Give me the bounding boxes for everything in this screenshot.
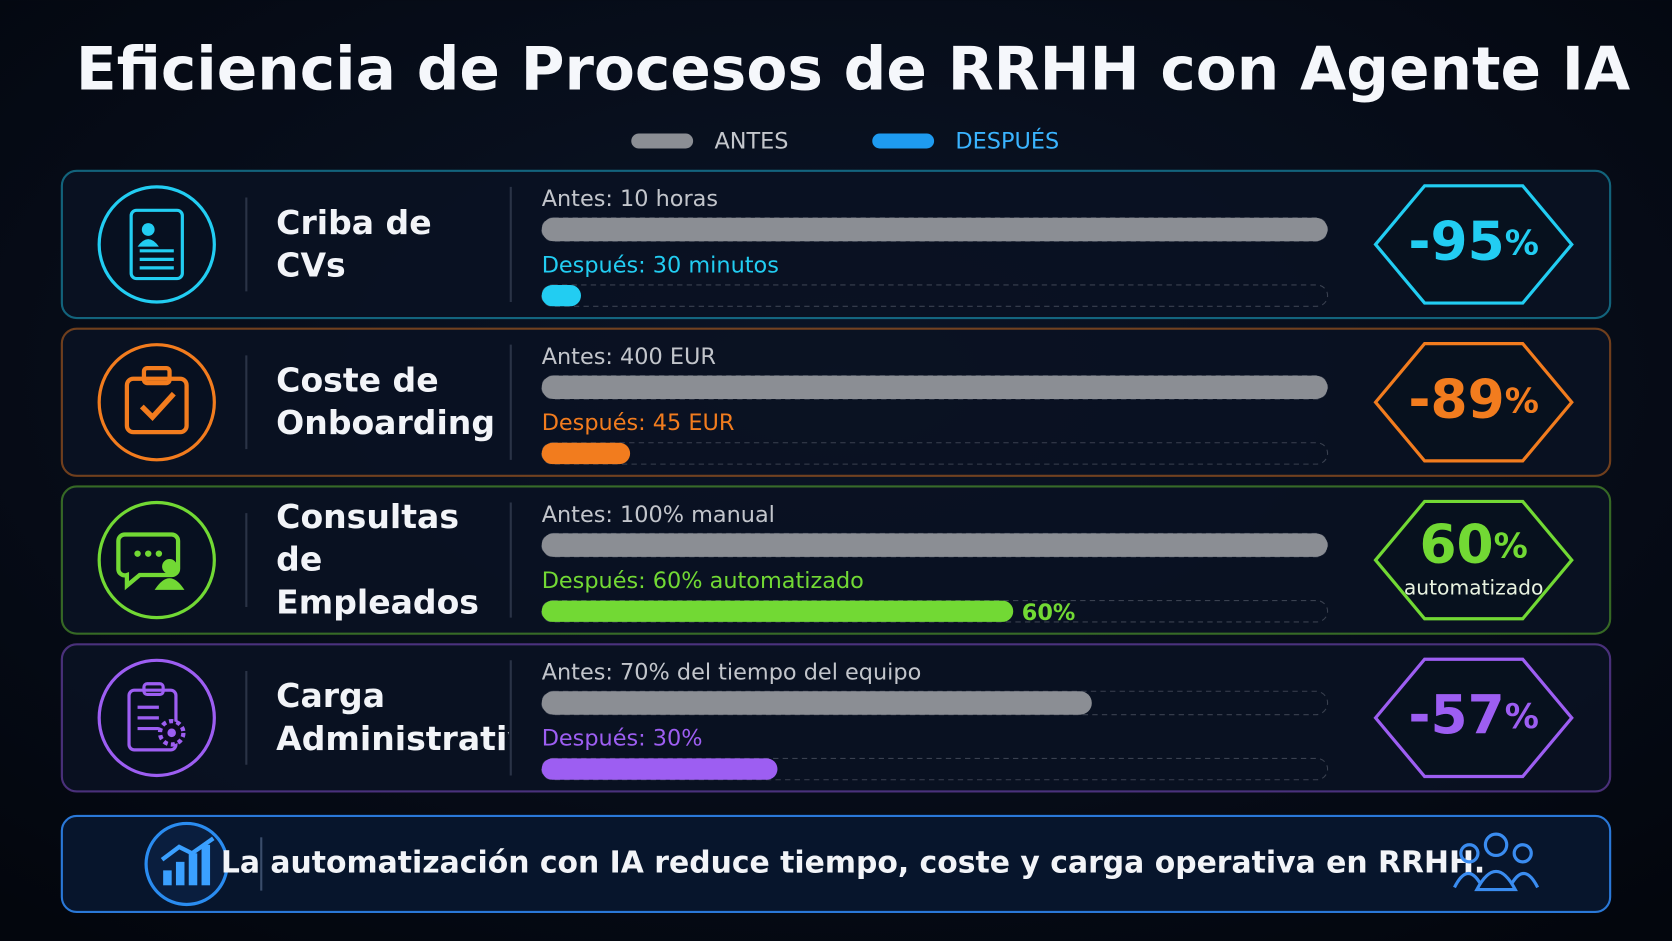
- bar: [541, 691, 1092, 715]
- bar-caption: Después: 60% automatizado: [542, 568, 864, 594]
- badge: [1373, 657, 1574, 779]
- bar-caption: Después: 45 EUR: [542, 410, 735, 436]
- badge: [1373, 184, 1574, 305]
- bar-track: [541, 600, 1329, 623]
- bar-track: [541, 757, 1329, 781]
- icon-part: [129, 208, 184, 281]
- badge-unit: %: [1494, 526, 1528, 566]
- icon-part: [141, 366, 172, 386]
- icon-part: [127, 688, 178, 752]
- bar-track: [541, 442, 1329, 465]
- bar: [541, 533, 1328, 557]
- bar: [541, 375, 1328, 400]
- row-panel: [60, 169, 1612, 320]
- bar: [541, 758, 778, 780]
- badge-value: 60: [1419, 513, 1493, 575]
- row-panel: [60, 327, 1612, 477]
- badge-value: -95: [1408, 210, 1504, 272]
- row-icon: [129, 208, 184, 281]
- row-icon-ring: [97, 343, 216, 462]
- row-icon-ring: [97, 500, 216, 620]
- bar: [541, 284, 581, 307]
- category-box: Carga Administrativa: [276, 677, 508, 759]
- badge: [1373, 499, 1574, 621]
- category-box: Coste de Onboarding: [276, 361, 495, 443]
- bar-caption: Antes: 400 EUR: [542, 344, 716, 370]
- bar-end-label: 60%: [1022, 600, 1076, 626]
- legend-swatch: [872, 133, 935, 149]
- bar-caption: Después: 30%: [542, 726, 703, 752]
- category-box: Consultas de Empleados: [276, 498, 479, 622]
- badge-text: 60%: [1419, 513, 1527, 575]
- category-label: Carga Administrativa: [276, 677, 508, 759]
- badge-text: -89%: [1408, 368, 1538, 430]
- row-panel: [60, 643, 1612, 793]
- badge-note: automatizado: [1404, 575, 1544, 599]
- badge: [1373, 342, 1574, 463]
- bar-caption: Antes: 100% manual: [542, 502, 775, 528]
- legend-label: ANTES: [714, 129, 788, 155]
- badge-text: -95%: [1408, 210, 1538, 272]
- icon-part: [142, 682, 165, 697]
- row-icon: [124, 366, 189, 435]
- badge-unit: %: [1505, 223, 1539, 263]
- badge-text: -57%: [1408, 684, 1538, 746]
- category-box: Criba de CVs: [276, 203, 432, 285]
- people-icon: [1453, 832, 1540, 892]
- icon-part: [167, 728, 176, 738]
- bar-caption: Antes: 70% del tiempo del equipo: [542, 660, 922, 686]
- icon-part: [141, 223, 155, 236]
- icon-part: [137, 239, 159, 247]
- icon-part: [145, 550, 152, 557]
- bar: [541, 600, 1014, 622]
- chart-icon: [160, 836, 215, 886]
- footer-text: La automatización con IA reduce tiempo, …: [221, 845, 1485, 880]
- bar-caption: Antes: 10 horas: [542, 186, 718, 212]
- icon-part: [134, 550, 141, 557]
- badge-value: -89: [1408, 368, 1504, 430]
- badge-value: -57: [1408, 684, 1504, 746]
- category-label: Criba de CVs: [276, 203, 432, 285]
- icon-part: [116, 532, 181, 591]
- badge-unit: %: [1505, 696, 1539, 736]
- bar: [541, 442, 631, 465]
- row-icon: [116, 532, 185, 591]
- icon-part: [155, 550, 163, 557]
- bar: [541, 217, 1328, 242]
- bar-track: [541, 690, 1329, 716]
- chart-title: Eficiencia de Procesos de RRHH con Agent…: [76, 35, 1630, 104]
- icon-part: [124, 376, 189, 435]
- row-panel: [60, 485, 1612, 635]
- footer-icon: [144, 821, 229, 907]
- category-label: Coste de Onboarding: [276, 361, 495, 443]
- legend-swatch: [631, 133, 694, 149]
- icon-part: [154, 578, 185, 590]
- bar-caption: Después: 30 minutos: [542, 252, 779, 278]
- row-icon: [127, 682, 186, 752]
- footer-panel: [60, 814, 1612, 914]
- icon-part: [162, 559, 178, 574]
- category-label: Consultas de Empleados: [276, 498, 479, 622]
- icon-part: [139, 391, 176, 422]
- badge-unit: %: [1505, 381, 1539, 421]
- bar-track: [541, 284, 1329, 307]
- legend-label: DESPUÉS: [955, 127, 1059, 155]
